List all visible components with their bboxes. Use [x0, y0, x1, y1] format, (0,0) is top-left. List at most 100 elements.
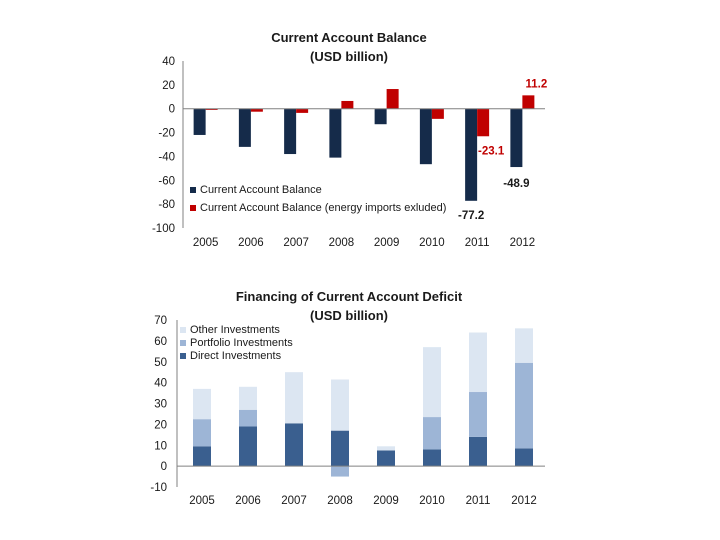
chart2-bar-other-2009 — [377, 446, 395, 451]
chart1-bar-balance-2012 — [510, 108, 523, 168]
chart1-data-label: -48.9 — [503, 178, 529, 190]
chart1-legend-label: Current Account Balance (energy imports … — [200, 202, 446, 214]
chart1-bar-energy-excluded-2008 — [341, 100, 354, 109]
chart2-legend-label: Portfolio Investments — [190, 337, 293, 349]
chart1-bar-balance-2006 — [238, 108, 251, 147]
chart1-x-tick-label: 2006 — [238, 237, 264, 249]
chart1-y-tick-label: -40 — [158, 151, 175, 163]
chart1-x-tick-label: 2008 — [329, 237, 355, 249]
chart1-bar-energy-excluded-2007 — [296, 108, 309, 113]
chart2-x-tick-label: 2008 — [327, 495, 353, 507]
chart1-bar-energy-excluded-2006 — [250, 108, 263, 112]
chart2-bar-portfolio-2005 — [193, 419, 211, 447]
chart2-x-axis: 2005 2006 2007 2008 2009 2010 2011 2012 — [189, 495, 537, 507]
chart2-legend-label: Direct Investments — [190, 350, 282, 362]
chart2-bar-direct-2011 — [469, 436, 487, 467]
chart1-bar-balance-2009 — [374, 108, 387, 125]
chart1-y-tick-label: 20 — [162, 80, 175, 92]
chart2-bar-direct-2008 — [331, 430, 349, 467]
chart1-legend-swatch — [190, 205, 196, 211]
chart2-bar-direct-2010 — [423, 449, 441, 467]
chart2-bar-portfolio-2008 — [331, 466, 349, 477]
chart2-x-tick-label: 2007 — [281, 495, 307, 507]
chart2-y-tick-label: 30 — [154, 399, 167, 411]
chart1-x-tick-label: 2005 — [193, 237, 219, 249]
chart1-bar-energy-excluded-2010 — [431, 108, 444, 119]
chart2-y-tick-label: 50 — [154, 357, 167, 369]
chart2-y-tick-label: 0 — [161, 461, 167, 473]
chart2-bar-direct-2009 — [377, 450, 395, 467]
chart2-y-tick-label: 10 — [154, 440, 167, 452]
chart1-x-tick-label: 2011 — [465, 237, 490, 249]
chart2-x-tick-label: 2005 — [189, 495, 215, 507]
chart2-y-tick-label: 20 — [154, 419, 167, 431]
current-account-chart: Current Account Balance (USD billion) 40… — [152, 30, 547, 249]
chart1-data-labels: -77.2 -48.9 -23.1 11.2 — [458, 78, 547, 221]
chart1-data-label: -23.1 — [478, 145, 505, 157]
chart2-x-tick-label: 2009 — [373, 495, 399, 507]
financing-chart: Financing of Current Account Deficit (US… — [150, 289, 545, 507]
chart2-legend-swatch — [180, 327, 186, 333]
chart2-bars — [193, 328, 533, 477]
chart1-y-tick-label: -20 — [158, 128, 175, 140]
chart1-bar-balance-2008 — [329, 108, 342, 158]
chart2-y-tick-label: 40 — [154, 378, 167, 390]
chart1-data-label: -77.2 — [458, 210, 484, 222]
chart2-x-tick-label: 2012 — [511, 495, 537, 507]
chart2-legend-label: Other Investments — [190, 324, 280, 336]
chart1-bar-balance-2011 — [465, 108, 478, 201]
chart1-title: Current Account Balance — [271, 30, 427, 45]
chart1-y-tick-label: -80 — [158, 199, 175, 211]
chart1-bars — [193, 89, 535, 201]
chart2-bar-other-2005 — [193, 388, 211, 420]
chart2-bar-other-2012 — [515, 328, 533, 363]
chart2-bar-portfolio-2012 — [515, 362, 533, 449]
chart1-bar-energy-excluded-2012 — [522, 95, 535, 109]
chart1-data-label: 11.2 — [526, 78, 548, 90]
chart2-y-axis: 70 60 50 40 30 20 10 0 -10 — [150, 315, 178, 494]
chart1-legend: Current Account Balance Current Account B… — [190, 184, 446, 214]
chart1-bar-balance-2010 — [419, 108, 432, 165]
chart1-x-tick-label: 2009 — [374, 237, 400, 249]
chart1-x-tick-label: 2012 — [510, 237, 536, 249]
chart1-subtitle: (USD billion) — [310, 49, 388, 64]
chart2-bar-other-2010 — [423, 347, 441, 418]
chart1-bar-energy-excluded-2009 — [386, 89, 399, 109]
chart2-bar-other-2006 — [239, 386, 257, 410]
chart2-bar-direct-2012 — [515, 448, 533, 467]
chart2-y-tick-label: -10 — [150, 482, 167, 494]
chart1-y-tick-label: -100 — [152, 223, 175, 235]
chart1-y-tick-label: -60 — [158, 175, 175, 187]
chart2-y-tick-label: 70 — [154, 315, 167, 327]
chart1-bar-energy-excluded-2005 — [205, 108, 218, 110]
chart2-bar-portfolio-2011 — [469, 392, 487, 437]
chart2-bar-other-2011 — [469, 332, 487, 393]
chart1-y-axis: 40 20 0 -20 -40 -60 -80 -100 — [152, 56, 184, 235]
chart2-subtitle: (USD billion) — [310, 308, 388, 323]
chart2-bar-portfolio-2006 — [239, 409, 257, 427]
chart2-x-tick-label: 2006 — [235, 495, 261, 507]
chart2-title: Financing of Current Account Deficit — [236, 289, 463, 304]
chart2-bar-direct-2007 — [285, 423, 303, 467]
chart1-bar-energy-excluded-2011 — [477, 108, 490, 137]
chart1-x-tick-label: 2010 — [419, 237, 445, 249]
chart2-bar-other-2007 — [285, 372, 303, 424]
chart2-bar-direct-2006 — [239, 426, 257, 467]
chart2-bar-direct-2005 — [193, 446, 211, 467]
chart1-x-axis: 2005 2006 2007 2008 2009 2010 2011 2012 — [193, 237, 535, 249]
chart1-legend-label: Current Account Balance — [200, 184, 322, 196]
chart2-legend-swatch — [180, 340, 186, 346]
chart2-legend-swatch — [180, 353, 186, 359]
chart1-y-tick-label: 0 — [169, 104, 175, 116]
chart2-x-tick-label: 2010 — [419, 495, 445, 507]
chart1-legend-swatch — [190, 187, 196, 193]
chart2-bar-other-2008 — [331, 379, 349, 431]
chart2-x-tick-label: 2011 — [466, 495, 491, 507]
chart1-bar-balance-2007 — [284, 108, 297, 155]
chart2-bar-portfolio-2010 — [423, 417, 441, 450]
chart2-y-tick-label: 60 — [154, 336, 167, 348]
chart1-bar-balance-2005 — [193, 108, 206, 135]
chart1-x-tick-label: 2007 — [283, 237, 309, 249]
